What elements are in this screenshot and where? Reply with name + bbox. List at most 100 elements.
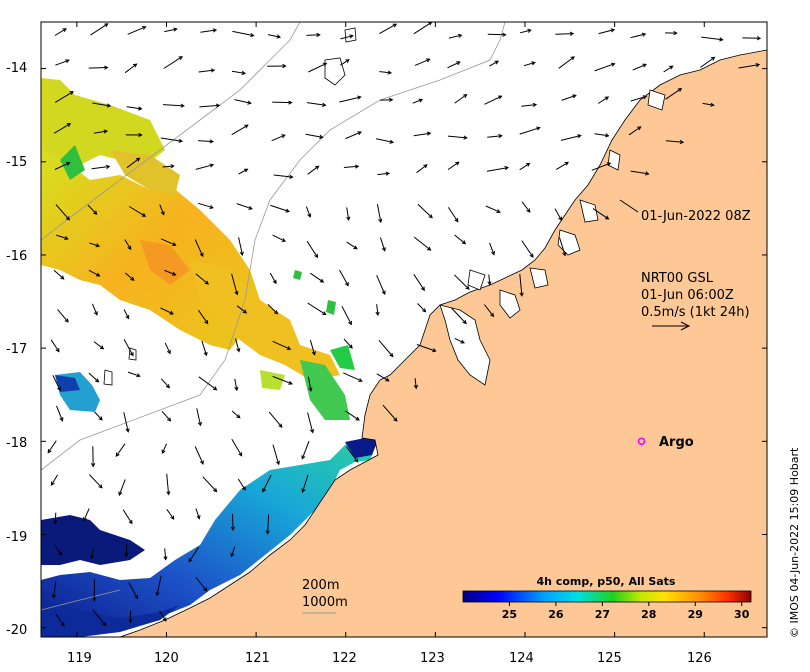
current-arrow	[489, 60, 500, 67]
current-arrow	[453, 274, 470, 290]
plot-frame	[40, 21, 768, 638]
current-arrow	[47, 440, 57, 454]
current-arrow	[83, 508, 90, 522]
current-arrow	[238, 237, 244, 257]
sst-cool-patch-core	[55, 375, 80, 392]
colorbar-tick-label: 28	[641, 608, 656, 621]
current-arrow	[454, 337, 465, 344]
current-arrow	[521, 102, 538, 108]
current-arrow	[54, 91, 74, 103]
current-arrow	[447, 61, 461, 69]
current-arrow	[198, 139, 215, 144]
current-arrow	[238, 168, 249, 175]
current-arrow	[161, 410, 172, 422]
y-tick-label: -16	[6, 249, 27, 264]
current-arrow	[272, 234, 287, 242]
x-tick-label: 123	[420, 651, 445, 666]
current-arrow	[487, 133, 503, 139]
current-arrow	[345, 446, 359, 463]
offshore-islands	[103, 27, 357, 386]
current-arrow	[306, 240, 319, 259]
current-arrow	[412, 98, 424, 104]
current-arrow	[268, 411, 283, 428]
current-arrow	[416, 344, 437, 353]
current-arrow	[267, 63, 287, 69]
current-arrow	[451, 307, 467, 325]
colorbar-ticks: 25 26 27 28 29 30	[502, 602, 750, 621]
current-arrow	[555, 31, 575, 36]
current-arrow	[234, 99, 252, 105]
current-arrow	[308, 62, 328, 73]
sst-cool-region	[41, 438, 378, 637]
current-arrow	[123, 339, 134, 357]
isobath-200-label: 200m	[302, 578, 339, 593]
current-arrow	[195, 508, 201, 520]
current-arrow	[52, 375, 61, 392]
current-arrow	[164, 269, 177, 276]
current-arrow	[199, 103, 221, 108]
current-arrow	[93, 341, 105, 350]
arrow-scale-icon	[652, 321, 691, 331]
current-arrow	[484, 95, 503, 105]
current-arrow	[267, 304, 279, 315]
current-arrow	[665, 30, 678, 36]
current-arrow	[231, 273, 239, 296]
current-arrow	[124, 272, 135, 281]
current-arrow	[630, 170, 650, 176]
current-arrow	[234, 378, 239, 392]
current-arrow	[487, 274, 492, 286]
current-arrow	[341, 305, 352, 326]
current-arrow	[273, 174, 294, 179]
current-arrow	[166, 509, 175, 520]
current-arrow	[270, 204, 291, 213]
current-arrow	[198, 68, 216, 73]
y-tick-label: -17	[6, 342, 27, 357]
current-arrow	[594, 62, 616, 72]
current-arrow	[345, 410, 360, 421]
current-arrow	[53, 512, 58, 525]
current-arrow	[272, 340, 292, 350]
current-arrow	[343, 338, 353, 349]
argo-marker[interactable]	[637, 437, 646, 446]
current-arrow	[55, 204, 70, 221]
current-arrow	[485, 205, 501, 213]
current-arrow	[519, 28, 532, 34]
colorbar-gradient	[462, 590, 752, 603]
current-arrow	[90, 446, 96, 468]
current-arrow	[519, 162, 531, 171]
credit-text: © IMOS 04-Jun-2022 15:09 Hobart	[788, 447, 801, 638]
current-arrow	[160, 378, 170, 389]
current-arrow	[127, 26, 147, 35]
current-arrow	[345, 131, 362, 140]
current-arrow	[305, 206, 312, 218]
x-tick-label: 119	[67, 651, 92, 666]
current-arrow	[305, 133, 324, 139]
current-arrow	[92, 609, 107, 627]
current-arrow	[377, 171, 391, 176]
current-arrow	[307, 165, 320, 175]
current-arrow	[115, 443, 126, 457]
current-arrow	[232, 30, 255, 38]
y-tick-label: -19	[6, 530, 27, 545]
y-axis-labels: -14 -15 -16 -17 -18 -19 -20	[6, 61, 27, 638]
current-arrow	[127, 371, 141, 378]
current-arrow	[128, 610, 133, 624]
current-arrow	[343, 164, 360, 169]
current-arrow	[159, 204, 165, 216]
current-arrow	[521, 201, 531, 213]
current-arrow	[339, 95, 362, 103]
current-arrow	[271, 134, 286, 142]
current-arrow	[519, 274, 524, 297]
current-arrow	[198, 376, 218, 391]
y-tick-label: -14	[6, 61, 27, 76]
current-arrow	[560, 134, 582, 141]
current-arrow	[447, 207, 459, 223]
colorbar-tick-label: 29	[688, 608, 703, 621]
current-arrow	[164, 27, 178, 33]
current-arrow	[124, 543, 129, 558]
y-tick-label: -18	[6, 436, 27, 451]
current-arrow	[628, 126, 642, 136]
current-arrow	[378, 339, 394, 358]
current-arrow	[413, 131, 432, 137]
current-arrow	[306, 32, 321, 38]
